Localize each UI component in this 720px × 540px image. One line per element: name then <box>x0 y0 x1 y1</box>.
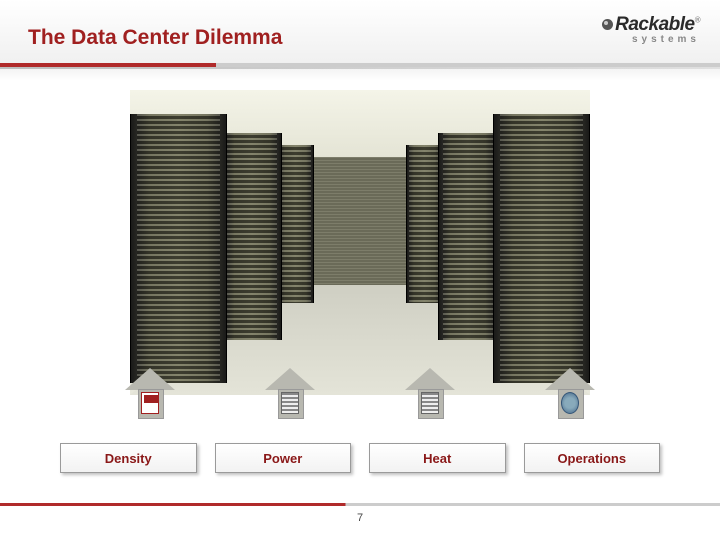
photo-backwall <box>314 157 406 285</box>
server-rack <box>130 114 227 382</box>
power-icon <box>281 392 299 414</box>
label-power: Power <box>215 443 352 473</box>
arrow-heat <box>380 368 480 418</box>
arrows-row <box>80 368 640 418</box>
logo-main: Rackable® <box>602 14 700 36</box>
labels-row: Density Power Heat Operations <box>60 443 660 473</box>
server-rack <box>493 114 590 382</box>
heat-icon <box>421 392 439 414</box>
slide: The Data Center Dilemma Rackable® system… <box>0 0 720 540</box>
up-arrow-icon <box>405 368 455 418</box>
arrow-power <box>240 368 340 418</box>
datacenter-photo <box>130 90 590 395</box>
globe-icon <box>561 392 579 414</box>
label-operations: Operations <box>524 443 661 473</box>
arrow-operations <box>520 368 620 418</box>
server-rack <box>438 133 498 340</box>
arrow-density <box>100 368 200 418</box>
registered-icon: ® <box>695 16 700 25</box>
header-divider <box>0 63 720 67</box>
up-arrow-icon <box>545 368 595 418</box>
slide-title: The Data Center Dilemma <box>28 26 282 50</box>
page-number: 7 <box>357 512 363 524</box>
brand-logo: Rackable® systems <box>602 14 700 45</box>
density-icon <box>141 392 159 414</box>
up-arrow-icon <box>265 368 315 418</box>
up-arrow-icon <box>125 368 175 418</box>
server-rack <box>222 133 282 340</box>
label-density: Density <box>60 443 197 473</box>
logo-text: Rackable <box>615 14 694 35</box>
logo-dot-icon <box>602 19 613 30</box>
label-heat: Heat <box>369 443 506 473</box>
server-rack <box>277 145 314 304</box>
footer-divider <box>0 503 720 506</box>
